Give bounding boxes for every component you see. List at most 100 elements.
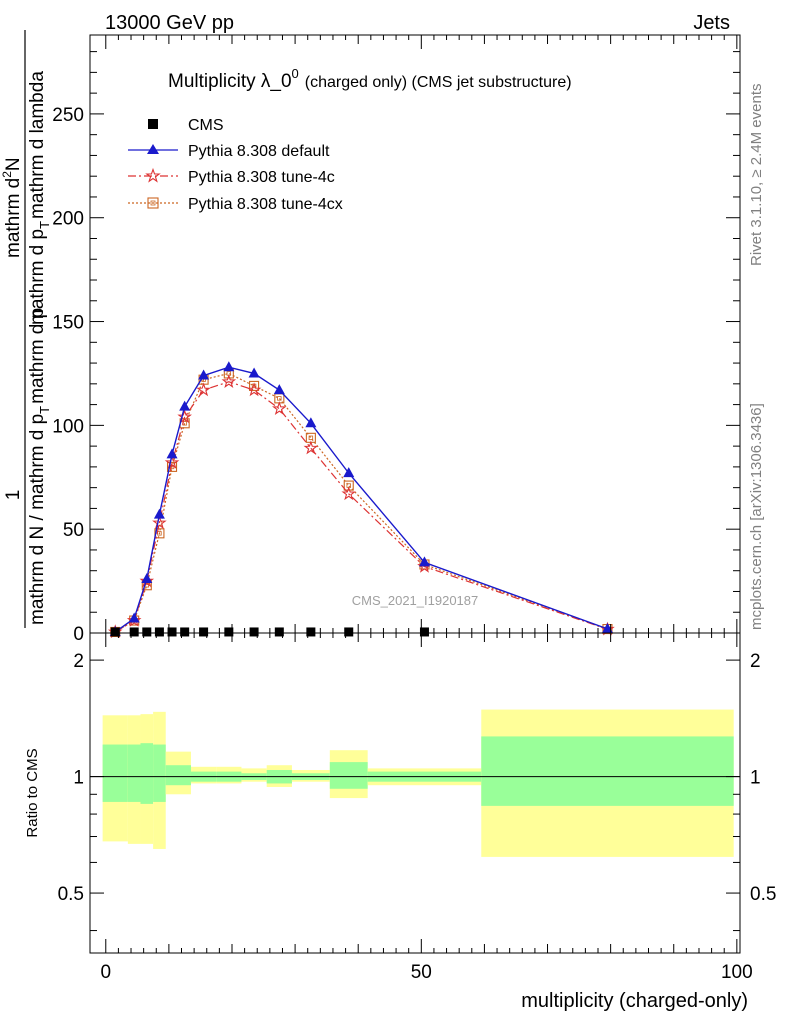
main-ytick-label: 200 <box>52 209 84 230</box>
ratio-ytick-label-right: 2 <box>750 651 761 672</box>
legend-marker-cms <box>148 119 158 129</box>
x-axis-label: multiplicity (charged-only) <box>521 990 748 1012</box>
data-point-tune-4cx <box>249 380 260 391</box>
main-ytick-label: 0 <box>73 624 84 645</box>
data-point-default <box>273 384 285 395</box>
ylabel-den-left-b: mathrm d p <box>27 308 48 404</box>
data-point-tune-4c <box>246 382 262 397</box>
ratio-band-stat <box>153 744 166 802</box>
data-point-cms <box>274 627 284 637</box>
xtick-label: 100 <box>721 962 753 983</box>
legend-entry-cms: CMS <box>148 117 224 134</box>
ratio-band-stat <box>102 744 128 802</box>
legend-label-tune-4cx: Pythia 8.308 tune-4cx <box>188 196 343 213</box>
data-point-default <box>305 417 317 428</box>
rivet-label: Rivet 3.1.10, ≥ 2.4M events <box>748 84 765 267</box>
main-ytick-label: 150 <box>52 313 84 334</box>
data-point-tune-4c <box>139 573 155 588</box>
ylabel-den-sub: T <box>37 221 52 229</box>
chart-title-sub: (charged only) (CMS jet substructure) <box>305 74 572 91</box>
data-point-cms <box>180 627 190 637</box>
series-marker <box>110 627 429 637</box>
ratio-band-stat <box>329 762 368 789</box>
chart-title-sup: 0 <box>292 66 299 81</box>
data-point-default <box>153 508 165 519</box>
legend-entry-tune-4c: Pythia 8.308 tune-4c <box>128 167 335 186</box>
series-line <box>114 381 608 633</box>
ratio-band-stat <box>481 736 734 806</box>
ratio-band-stat <box>165 765 191 786</box>
data-point-tune-4c <box>177 409 192 424</box>
data-point-tune-4c <box>196 382 211 397</box>
ratio-ylabel: Ratio to CMS <box>24 748 41 837</box>
series-solid-triangle <box>109 361 613 636</box>
legend-label-cms: CMS <box>188 117 224 134</box>
ylabel-num-a: mathrm d <box>3 178 24 258</box>
legend-entry-tune-4cx: Pythia 8.308 tune-4cx <box>128 196 343 213</box>
data-point-tune-4cx <box>343 480 354 491</box>
ratio-band-stat <box>127 744 141 802</box>
ratio-ytick-label: 2 <box>73 651 84 672</box>
ylabel-den-a: mathrm d p <box>27 229 48 325</box>
energy-label: 13000 GeV pp <box>105 12 234 34</box>
series-line <box>114 372 608 633</box>
data-point-default <box>418 556 430 567</box>
legend-marker-tune-4cx-inner <box>150 200 156 206</box>
data-point-tune-4c <box>126 612 142 627</box>
ylabel-one: 1 <box>3 490 24 501</box>
chart-title-main: Multiplicity λ_0 <box>168 71 292 92</box>
analysis-watermark: CMS_2021_I1920187 <box>352 593 479 608</box>
ratio-ytick-label-right: 0.5 <box>750 884 776 905</box>
legend-marker-default <box>147 144 159 154</box>
data-point-default <box>166 448 178 459</box>
ratio-ticks: 0.5 0.5 1 1 2 2 0 50 100 <box>58 633 776 983</box>
main-plot-data <box>107 361 615 639</box>
data-point-tune-4c <box>221 374 237 388</box>
legend: CMS Pythia 8.308 default Pythia 8.308 tu… <box>128 117 343 213</box>
data-point-default <box>343 467 355 478</box>
data-point-tune-4c <box>164 455 180 469</box>
data-point-default <box>198 369 210 380</box>
legend-marker-tune-4c <box>145 167 161 183</box>
legend-label-tune-4c: Pythia 8.308 tune-4c <box>188 169 335 186</box>
data-point-cms <box>199 627 209 637</box>
legend-marker-tune-4cx <box>147 197 159 209</box>
data-point-tune-4cx-inner <box>308 435 314 441</box>
ylabel-den-left-sub: T <box>37 406 52 414</box>
ylabel-num-sup: 2 <box>0 171 14 178</box>
data-point-tune-4c <box>152 515 167 530</box>
ylabel-den: mathrm d pTmathrm d lambda <box>27 71 52 325</box>
data-point-cms <box>249 627 259 637</box>
data-point-cms <box>419 627 429 637</box>
data-point-cms <box>154 627 164 637</box>
xtick-label: 0 <box>100 962 111 983</box>
data-point-default <box>179 400 191 411</box>
data-point-cms <box>167 627 177 637</box>
data-point-cms <box>142 627 152 637</box>
ylabel-num: mathrm d2N <box>0 157 24 258</box>
data-point-tune-4cx <box>154 528 165 539</box>
data-point-cms <box>306 627 316 637</box>
main-ylabel: 1 mathrm d N / mathrm d pTmathrm d p mat… <box>0 30 52 628</box>
main-ytick-label: 100 <box>52 416 84 437</box>
ratio-ytick-label-right: 1 <box>750 768 761 789</box>
ratio-panel: 0.5 0.5 1 1 2 2 0 50 100 Ratio to CMS multiplici… <box>24 632 776 1012</box>
data-point-default <box>223 361 235 372</box>
legend-label-default: Pythia 8.308 default <box>188 143 330 160</box>
data-point-tune-4c <box>272 401 287 415</box>
mcplots-label: mcplots.cern.ch [arXiv:1306.3436] <box>748 403 765 630</box>
data-point-cms <box>344 627 354 637</box>
data-point-cms <box>224 627 234 637</box>
main-ytick-label: 250 <box>52 105 84 126</box>
data-point-tune-4cx <box>166 461 178 472</box>
ratio-ytick-label: 1 <box>73 768 84 789</box>
data-point-cms <box>110 627 120 637</box>
data-point-tune-4cx-inner <box>277 396 282 401</box>
data-point-cms <box>129 627 139 637</box>
ratio-bands <box>102 709 734 857</box>
ylabel-den-left-a: mathrm d N / mathrm d p <box>27 414 48 625</box>
data-point-default <box>248 367 260 378</box>
process-label: Jets <box>693 12 730 34</box>
